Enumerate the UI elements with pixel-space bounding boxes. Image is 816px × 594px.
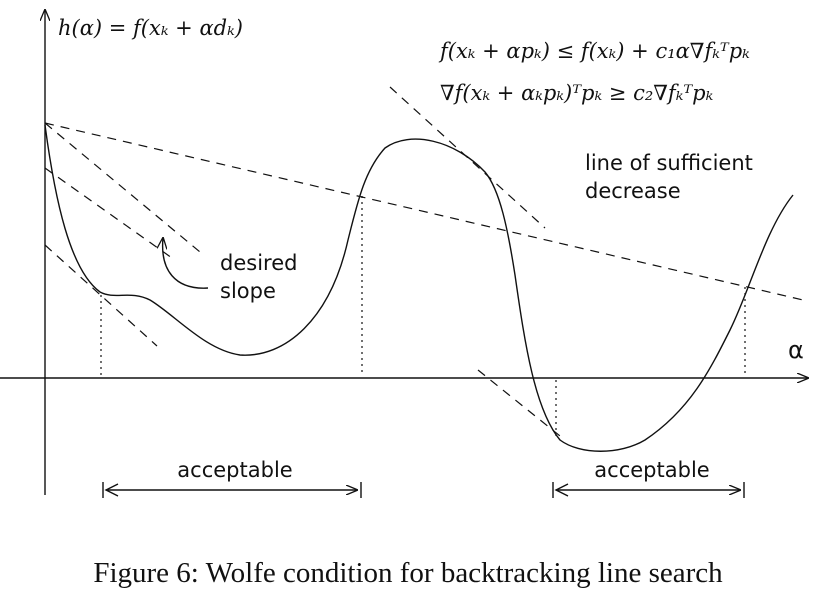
arrow-head [104,483,119,497]
decrease-label: decrease [585,179,681,203]
slope-label: slope [220,279,276,303]
slope-label: desired [220,251,297,275]
axis-label: α [788,336,804,364]
dotted-guides [100,196,746,436]
tangent-lines [44,86,804,441]
tangent [44,167,173,259]
decrease-label: line of sufficient [585,151,753,175]
tangent [389,86,546,229]
function-label: h(α) = f(xₖ + αdₖ) [58,16,243,40]
caption: Figure 6: Wolfe condition for backtracki… [93,557,723,589]
tangent [477,369,566,441]
sufficient-decrease-line [44,122,804,301]
interval-label: acceptable [594,458,709,482]
condition: ∇f(xₖ + αₖpₖ)ᵀpₖ ≥ c₂∇fₖᵀpₖ [440,81,714,105]
condition: f(xₖ + αpₖ) ≤ f(xₖ) + c₁α∇fₖᵀpₖ [438,39,750,63]
arrow-head [554,483,569,497]
slope-arrow [163,238,209,289]
tangent [44,122,201,253]
curve [44,124,794,452]
interval-label: acceptable [177,458,292,482]
